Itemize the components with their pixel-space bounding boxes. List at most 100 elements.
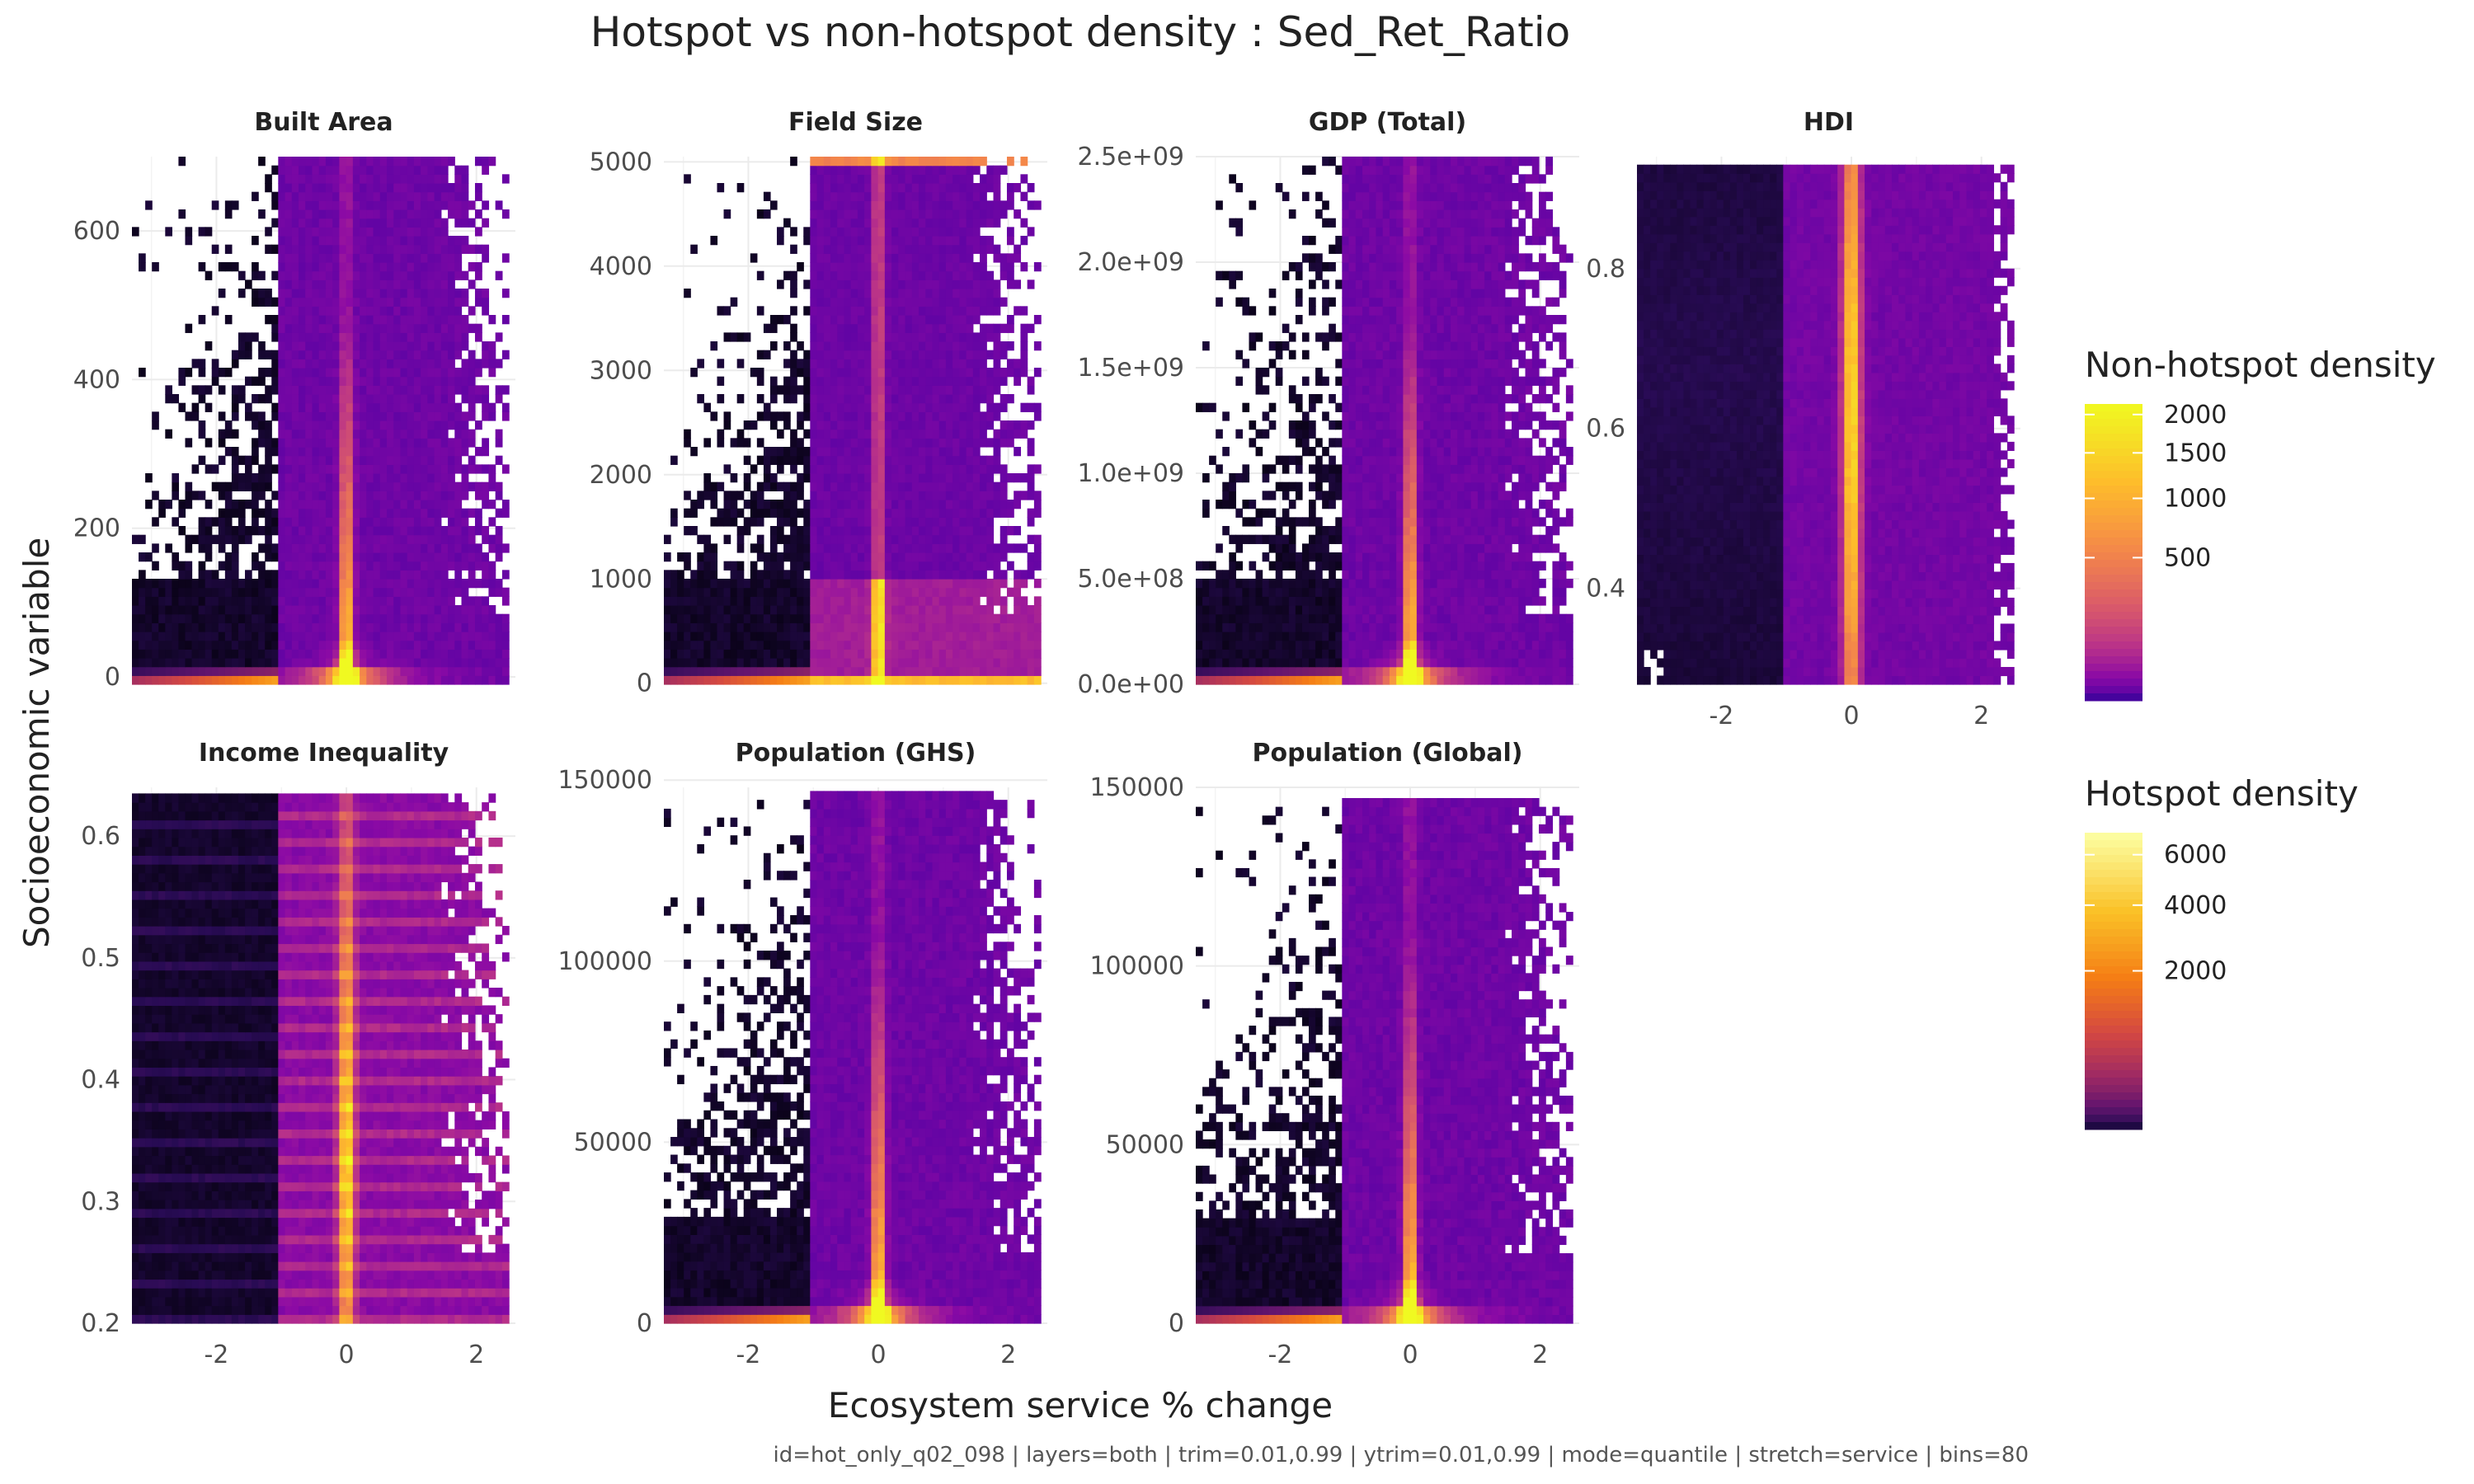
nonhotspot-cell <box>925 570 934 580</box>
nonhotspot-cell <box>891 385 899 395</box>
nonhotspot-cell <box>373 165 381 175</box>
hotspot-cell <box>717 394 725 404</box>
nonhotspot-cell <box>332 570 340 580</box>
hotspot-cell <box>211 605 219 615</box>
nonhotspot-cell <box>850 420 858 430</box>
nonhotspot-cell <box>393 385 402 395</box>
nonhotspot-cell <box>918 640 926 650</box>
nonhotspot-cell <box>339 632 347 641</box>
nonhotspot-cell <box>932 455 940 465</box>
nonhotspot-cell <box>850 526 858 536</box>
nonhotspot-cell <box>830 552 838 562</box>
nonhotspot-cell <box>1027 402 1035 412</box>
hotspot-cell <box>185 411 193 421</box>
nonhotspot-cell <box>864 429 872 439</box>
hotspot-cell <box>750 491 758 500</box>
hotspot-cell <box>224 622 233 632</box>
nonhotspot-cell <box>285 491 293 500</box>
nonhotspot-cell <box>386 534 394 544</box>
nonhotspot-cell <box>468 658 476 668</box>
nonhotspot-cell <box>877 675 886 685</box>
nonhotspot-cell <box>352 183 360 193</box>
hotspot-cell <box>198 658 206 668</box>
nonhotspot-cell <box>332 270 340 280</box>
nonhotspot-cell <box>366 552 374 562</box>
nonhotspot-cell <box>857 227 865 237</box>
nonhotspot-cell <box>816 297 825 307</box>
nonhotspot-cell <box>352 534 360 544</box>
nonhotspot-cell <box>857 587 865 597</box>
nonhotspot-cell <box>810 420 818 430</box>
nonhotspot-cell <box>360 359 367 369</box>
nonhotspot-cell <box>373 438 381 448</box>
nonhotspot-cell <box>837 376 845 386</box>
nonhotspot-cell <box>830 438 838 448</box>
nonhotspot-cell <box>898 464 906 474</box>
hotspot-cell <box>205 622 213 632</box>
hotspot-cell <box>1209 632 1216 641</box>
nonhotspot-cell <box>1006 473 1014 483</box>
nonhotspot-cell <box>339 500 347 510</box>
hotspot-cell <box>736 666 745 676</box>
hotspot-cell <box>736 561 745 571</box>
nonhotspot-cell <box>986 244 995 254</box>
nonhotspot-cell <box>966 429 974 439</box>
nonhotspot-cell <box>844 526 852 536</box>
hotspot-cell <box>769 394 778 404</box>
nonhotspot-cell <box>393 596 402 606</box>
nonhotspot-cell <box>495 385 503 395</box>
nonhotspot-cell <box>966 658 974 668</box>
nonhotspot-cell <box>346 394 354 404</box>
nonhotspot-cell <box>305 218 313 228</box>
nonhotspot-cell <box>891 165 899 175</box>
nonhotspot-cell <box>440 157 449 167</box>
nonhotspot-cell <box>871 323 879 333</box>
nonhotspot-cell <box>278 183 286 193</box>
nonhotspot-cell <box>461 675 469 685</box>
nonhotspot-cell <box>400 209 408 219</box>
nonhotspot-cell <box>980 640 987 650</box>
hotspot-cell <box>252 455 259 465</box>
hotspot-cell <box>1329 640 1336 650</box>
nonhotspot-cell <box>830 579 838 589</box>
hotspot-cell <box>790 244 797 254</box>
nonhotspot-cell <box>413 464 421 474</box>
nonhotspot-cell <box>400 368 408 378</box>
nonhotspot-cell <box>911 183 920 193</box>
hotspot-cell <box>803 473 811 483</box>
nonhotspot-cell <box>299 315 306 325</box>
nonhotspot-cell <box>393 632 402 641</box>
hotspot-cell <box>198 420 206 430</box>
hotspot-cell <box>736 640 745 650</box>
nonhotspot-cell <box>482 394 490 404</box>
nonhotspot-cell <box>911 236 920 246</box>
hotspot-cell <box>185 613 193 623</box>
hotspot-cell <box>750 579 758 589</box>
nonhotspot-cell <box>413 632 421 641</box>
nonhotspot-cell <box>278 675 286 685</box>
nonhotspot-cell <box>898 561 906 571</box>
nonhotspot-cell <box>952 491 960 500</box>
nonhotspot-cell <box>440 297 449 307</box>
nonhotspot-cell <box>837 420 845 430</box>
nonhotspot-cell <box>945 244 953 254</box>
nonhotspot-cell <box>379 605 388 615</box>
nonhotspot-cell <box>918 543 926 553</box>
hotspot-cell <box>1268 622 1277 632</box>
nonhotspot-cell <box>864 420 872 430</box>
nonhotspot-cell <box>386 429 394 439</box>
nonhotspot-cell <box>427 200 435 210</box>
nonhotspot-cell <box>877 481 886 491</box>
nonhotspot-cell <box>352 579 360 589</box>
nonhotspot-cell <box>339 297 347 307</box>
hotspot-cell <box>1322 632 1329 641</box>
nonhotspot-cell <box>278 297 286 307</box>
hotspot-cell <box>697 552 704 562</box>
hotspot-cell <box>736 596 745 606</box>
nonhotspot-cell <box>837 402 845 412</box>
nonhotspot-cell <box>884 209 892 219</box>
hotspot-cell <box>730 438 738 448</box>
nonhotspot-cell <box>884 323 892 333</box>
hotspot-cell <box>1216 658 1223 668</box>
nonhotspot-cell <box>427 218 435 228</box>
